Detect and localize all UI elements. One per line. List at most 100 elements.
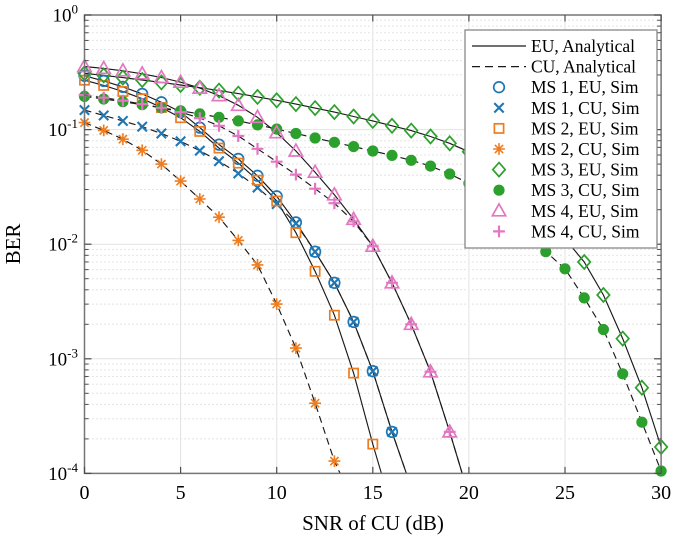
marker-ms4_cu (386, 276, 398, 289)
marker-ms2_eu (348, 367, 360, 379)
marker-ms3_cu (309, 132, 321, 144)
marker-ms4_cu (424, 365, 437, 378)
marker-ms4_cu (213, 119, 225, 132)
marker-ms3_eu (307, 99, 323, 117)
marker-ms1_cu (117, 115, 129, 127)
marker-ms3_eu (576, 253, 592, 271)
marker-ms1_cu (290, 217, 302, 229)
marker-ms3_eu (634, 379, 650, 396)
marker-ms2_eu (290, 227, 302, 239)
marker-ms4_eu (210, 86, 228, 102)
marker-ms4_eu (114, 62, 132, 77)
marker-ms3_cu (405, 154, 417, 166)
marker-ms1_cu (213, 155, 225, 167)
marker-ms2_cu (117, 133, 129, 146)
marker-ms4_cu (270, 155, 283, 168)
marker-ms4_eu (230, 96, 247, 112)
marker-ms4_cu (174, 106, 187, 118)
marker-ms1_eu (385, 425, 399, 439)
marker-ms2_cu (309, 397, 322, 410)
legend-sample-marker (490, 202, 508, 217)
x-tick-label: 5 (176, 482, 186, 504)
marker-ms3_eu (442, 135, 458, 152)
marker-ms3_eu (288, 95, 304, 113)
y-axis-label: BER (1, 224, 25, 265)
line-ms2_eu-analytical (84, 79, 382, 474)
marker-ms2_eu (213, 142, 225, 154)
y-tick-label: 10-1 (48, 116, 78, 141)
marker-ms4_cu (97, 91, 110, 104)
legend-label: MS 4, EU, Sim (531, 201, 639, 221)
marker-ms4_eu (268, 124, 285, 139)
legend-label: MS 4, CU, Sim (531, 221, 640, 241)
marker-ms3_eu (250, 88, 265, 106)
marker-ms4_eu (95, 59, 112, 75)
marker-ms4_cu (328, 197, 341, 210)
marker-ms4_cu (405, 318, 418, 331)
marker-ms3_cu (367, 145, 379, 157)
line-ms4_cu-analytical (84, 94, 463, 474)
legend-label: MS 3, EU, Sim (531, 160, 639, 180)
marker-ms1_cu (271, 198, 283, 210)
marker-ms3_cu (251, 119, 264, 131)
marker-ms4_cu (366, 240, 379, 253)
marker-ms2_cu (193, 193, 206, 205)
marker-ms3_eu (327, 103, 342, 121)
legend-label: MS 1, EU, Sim (531, 77, 639, 97)
marker-ms2_cu (97, 124, 110, 137)
marker-ms2_eu (328, 309, 340, 321)
marker-ms3_cu (348, 141, 360, 153)
marker-ms2_eu (194, 125, 206, 137)
marker-ms3_cu (424, 160, 437, 172)
marker-ms3_eu (230, 85, 246, 102)
legend-sample-marker (493, 102, 505, 114)
marker-ms1_eu (328, 276, 341, 289)
marker-ms4_cu (443, 425, 456, 438)
marker-ms1_cu (367, 365, 379, 377)
legend-label: MS 2, CU, Sim (531, 139, 640, 159)
marker-ms4_eu (134, 65, 151, 80)
marker-ms2_cu (251, 258, 264, 271)
marker-ms3_eu (346, 108, 361, 125)
x-tick-label: 25 (555, 482, 575, 504)
x-tick-label: 30 (651, 482, 671, 504)
marker-ms1_cu (155, 128, 167, 139)
marker-ms4_eu (249, 108, 266, 124)
x-tick-label: 0 (80, 482, 90, 504)
marker-ms2_eu (309, 265, 321, 277)
marker-ms4_cu (155, 101, 168, 114)
marker-ms3_cu (559, 263, 571, 275)
y-tick-label: 100 (53, 2, 79, 27)
marker-ms3_cu (444, 168, 456, 180)
x-tick-label: 20 (459, 482, 479, 504)
y-tick-label: 10-3 (48, 345, 78, 370)
y-tick-label: 10-2 (48, 231, 78, 256)
marker-ms4_cu (117, 94, 129, 107)
marker-ms4_cu (289, 168, 302, 181)
marker-ms4_eu (172, 73, 189, 89)
marker-ms3_eu (211, 82, 227, 99)
legend-label: MS 2, EU, Sim (531, 118, 639, 138)
legend-label: EU, Analytical (531, 36, 635, 56)
legend-box[interactable] (464, 29, 658, 249)
legend-label: CU, Analytical (531, 57, 636, 77)
marker-ms3_cu (328, 136, 340, 148)
marker-ms3_cu (290, 127, 302, 140)
series-marker-layer (76, 57, 669, 477)
marker-ms3_cu (636, 416, 648, 428)
marker-ms4_eu (287, 142, 305, 157)
marker-ms1_cu (232, 167, 244, 179)
marker-ms1_eu (366, 365, 379, 378)
legend-sample-marker (491, 161, 507, 178)
marker-ms3_eu (423, 128, 438, 145)
marker-ms2_eu (98, 79, 110, 91)
marker-ms3_eu (365, 112, 381, 130)
marker-ms2_cu (232, 234, 245, 247)
marker-ms1_eu (347, 315, 360, 329)
marker-ms2_cu (136, 144, 149, 157)
axes-layer: 0 5 10 15 20 25 30 100 10-1 10-2 10-3 10-4 (48, 2, 671, 505)
marker-ms4_cu (251, 142, 264, 155)
marker-ms3_cu (578, 292, 590, 304)
marker-ms2_eu (367, 438, 379, 450)
